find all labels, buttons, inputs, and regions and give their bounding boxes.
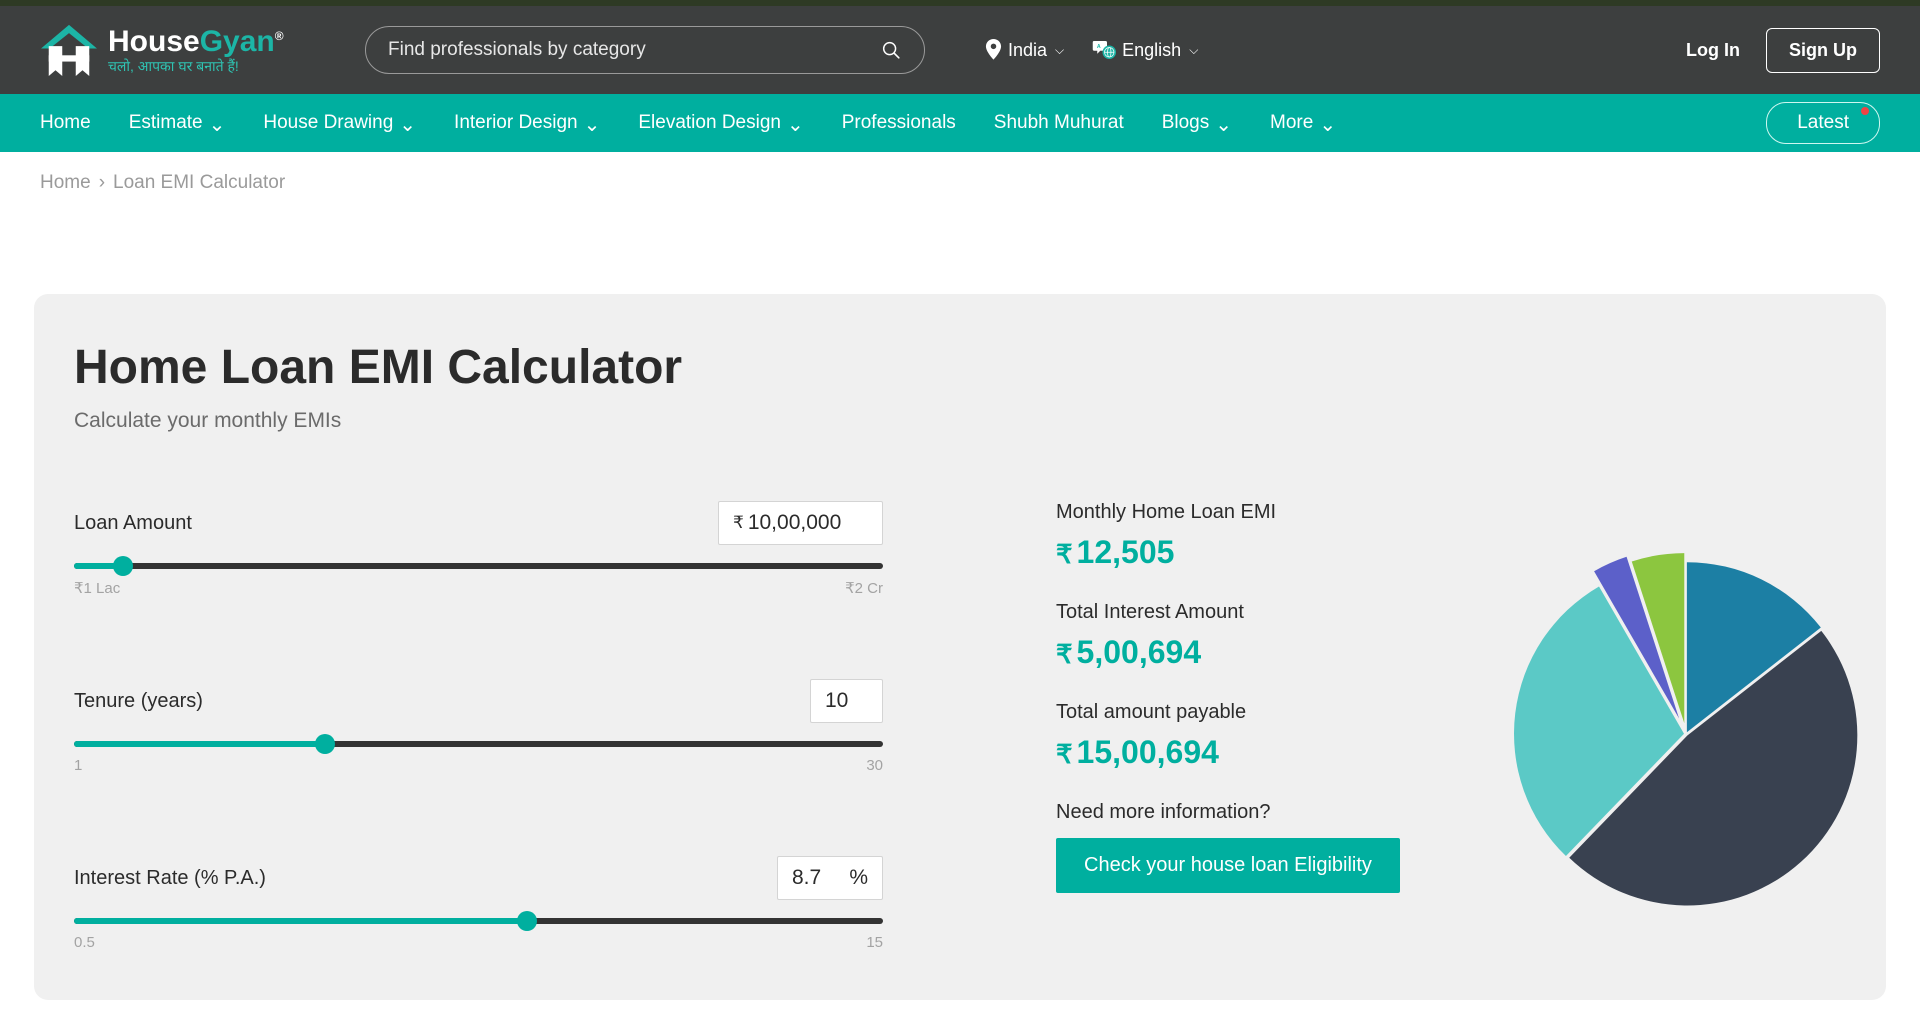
svg-text:A: A	[1097, 44, 1101, 50]
